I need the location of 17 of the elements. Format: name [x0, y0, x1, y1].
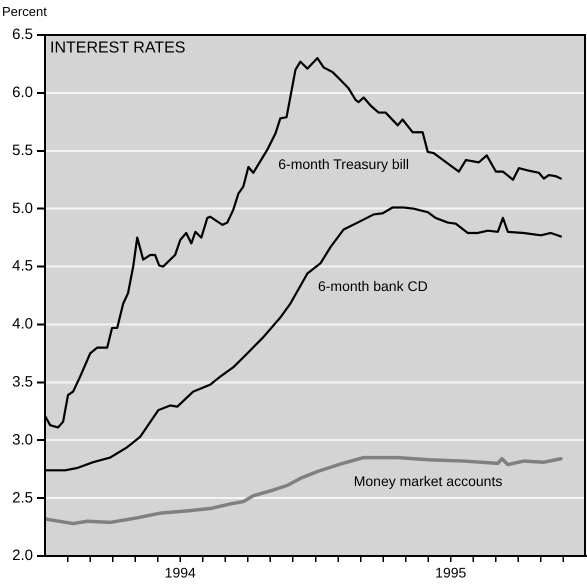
- y-tick-label: 4.5: [12, 258, 33, 275]
- y-tick-label: 2.5: [12, 489, 33, 506]
- y-tick-label: 3.5: [12, 373, 33, 390]
- y-tick-label: 6.0: [12, 84, 33, 102]
- x-tick-label: 1995: [435, 564, 467, 580]
- y-tick-label: 3.0: [12, 431, 33, 448]
- y-tick-label: 6.5: [12, 26, 33, 44]
- chart-title: INTEREST RATES: [50, 39, 186, 56]
- y-axis-title: Percent: [2, 4, 48, 20]
- y-tick-label: 5.0: [12, 200, 33, 217]
- y-tick-label: 2.0: [12, 547, 33, 564]
- x-tick-label: 1994: [164, 564, 196, 580]
- y-tick-label: 5.5: [12, 142, 33, 159]
- y-tick-label: 4.0: [12, 316, 33, 333]
- series-label: 6-month bank CD: [318, 278, 428, 294]
- series-label: 6-month Treasury bill: [278, 156, 409, 172]
- series-label: Money market accounts: [354, 472, 502, 489]
